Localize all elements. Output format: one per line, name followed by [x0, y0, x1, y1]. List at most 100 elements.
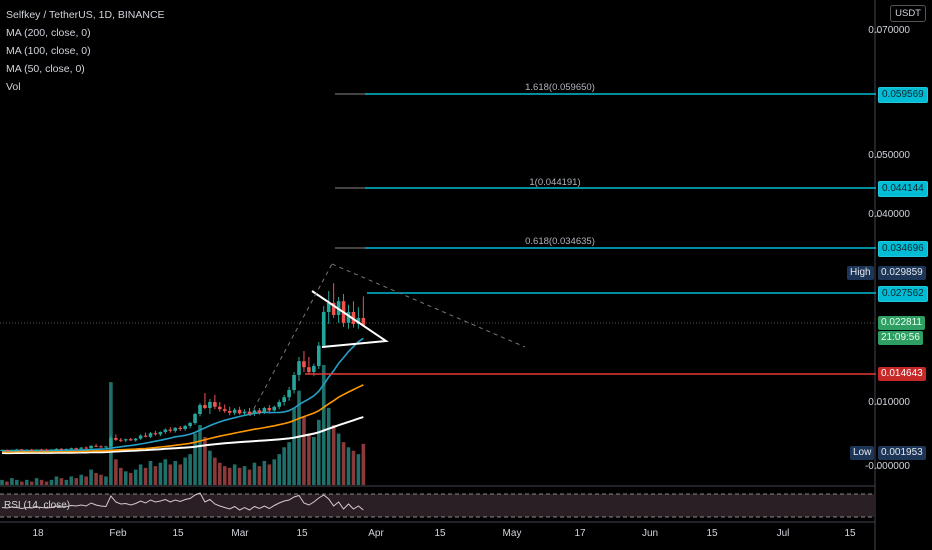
volume-bar — [218, 462, 222, 485]
candle-body — [321, 312, 326, 346]
fib-price-tag: 0.044144 — [878, 181, 928, 197]
volume-bar — [119, 467, 123, 485]
rsi-legend: RSI (14, close) — [4, 500, 71, 511]
volume-bar — [29, 481, 34, 485]
resistance-price-tag: 0.027562 — [878, 286, 928, 302]
volume-bar — [79, 474, 83, 485]
candle-body — [173, 427, 178, 431]
ma50-line — [1, 337, 364, 452]
volume-bar — [312, 437, 316, 485]
candle-body — [138, 435, 143, 439]
candle-body — [188, 423, 192, 426]
volume-bar — [297, 390, 301, 485]
candle-body — [297, 361, 301, 375]
volume-bar — [74, 478, 79, 485]
candle-body — [262, 408, 267, 413]
volume-bar — [203, 437, 207, 485]
volume-bar — [262, 461, 267, 485]
high-price-tag: 0.029859 — [878, 266, 926, 280]
current-price-tag: 0.022811 — [878, 316, 925, 330]
candle-body — [302, 361, 306, 368]
candle-body — [312, 366, 316, 372]
volume-bar — [123, 471, 128, 485]
candle-body — [114, 438, 118, 440]
candle-body — [158, 432, 163, 435]
candle-body — [252, 410, 257, 414]
candle-countdown: 21:09:56 — [878, 331, 923, 345]
candle-body — [153, 433, 158, 435]
candle-body — [49, 449, 54, 451]
volume-bar — [346, 447, 351, 485]
trend-projection — [249, 263, 333, 417]
rsi-line — [1, 492, 364, 511]
candle-body — [99, 446, 103, 448]
volume-bar — [5, 481, 9, 485]
volume-bar — [183, 457, 187, 485]
candle-body — [232, 409, 237, 413]
volume-bar — [173, 461, 178, 485]
candle-body — [213, 402, 217, 407]
candle-body — [84, 447, 88, 449]
volume-bar — [133, 469, 138, 485]
candle-body — [178, 427, 182, 429]
legend-symbol: Selfkey / TetherUS, 1D, BINANCE — [6, 9, 165, 21]
volume-bar — [222, 466, 227, 485]
volume-bar — [257, 466, 262, 485]
candle-body — [133, 438, 138, 441]
candle-body — [326, 303, 331, 312]
volume-bar — [128, 473, 133, 485]
price-tick-label: 0.050000 — [868, 150, 910, 161]
fib-level-label: 1(0.044191) — [529, 177, 581, 188]
volume-bar — [336, 433, 341, 485]
volume-bar — [10, 478, 14, 485]
candle-body — [183, 426, 187, 429]
candle-body — [222, 409, 227, 411]
volume-bar — [109, 382, 113, 485]
candle-body — [20, 449, 24, 451]
date-tick-label: Mar — [231, 528, 249, 539]
volume-bar — [163, 459, 168, 485]
candle-body — [148, 433, 153, 437]
candle-body — [29, 449, 34, 451]
date-tick-label: 15 — [296, 528, 308, 539]
volume-bar — [24, 479, 29, 485]
candle-body — [292, 375, 296, 390]
fib-price-tag: 0.034696 — [878, 241, 928, 257]
volume-bar — [247, 469, 252, 485]
date-tick-label: 18 — [32, 528, 44, 539]
volume-bar — [94, 473, 98, 485]
volume-bar — [138, 464, 143, 485]
candle-body — [94, 445, 98, 447]
legend-ma50: MA (50, close, 0) — [6, 63, 85, 75]
legend-vol: Vol — [6, 81, 21, 93]
candle-body — [331, 303, 336, 315]
volume-bar — [143, 467, 148, 485]
fib-price-tag: 0.059569 — [878, 87, 928, 103]
volume-bar — [44, 481, 49, 485]
candle-body — [89, 445, 93, 449]
candle-body — [203, 405, 207, 408]
date-tick-label: 15 — [844, 528, 856, 539]
candle-body — [109, 438, 113, 447]
volume-bar — [361, 443, 366, 485]
volume-bar — [99, 474, 103, 485]
candle-body — [307, 367, 311, 372]
volume-bar — [54, 476, 59, 485]
candle-body — [282, 397, 286, 402]
candle-body — [0, 450, 4, 451]
volume-bar — [153, 466, 158, 485]
volume-bar — [114, 459, 118, 485]
candle-body — [208, 402, 212, 408]
currency-button[interactable]: USDT — [890, 5, 926, 22]
date-tick-label: 17 — [574, 528, 586, 539]
volume-bar — [317, 419, 321, 485]
date-tick-label: 15 — [172, 528, 184, 539]
volume-bar — [198, 425, 202, 485]
volume-bar — [242, 466, 247, 485]
volume-bar — [341, 442, 346, 485]
low-label: Low — [850, 446, 875, 460]
volume-bar — [292, 407, 296, 485]
volume-bar — [193, 433, 197, 485]
volume-bar — [267, 464, 272, 485]
